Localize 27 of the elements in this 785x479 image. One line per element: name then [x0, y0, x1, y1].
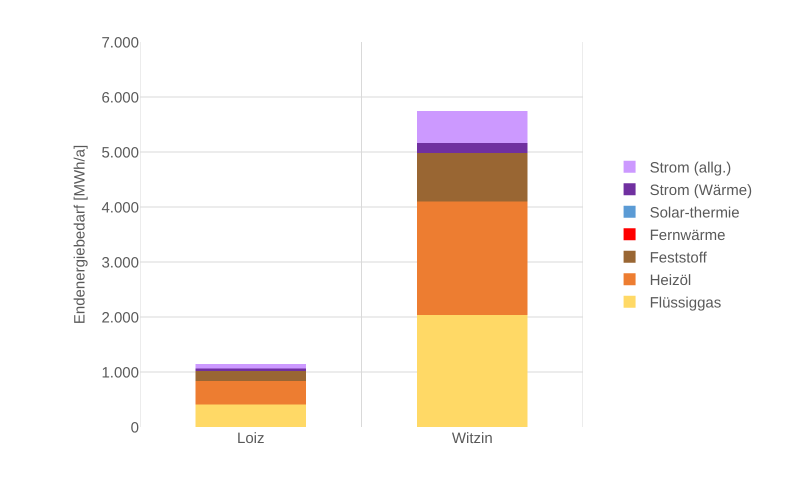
legend-label: Heizöl [650, 272, 692, 290]
bar [195, 364, 306, 369]
y-tick-label: 5.000 [101, 144, 139, 162]
y-tick-label: 2.000 [101, 309, 139, 326]
bar [195, 404, 306, 427]
y-tick-label: 0 [130, 419, 139, 436]
legend-label: Strom (Wärme) [650, 182, 752, 200]
y-tick-label: 6.000 [101, 89, 139, 106]
bar [416, 143, 528, 154]
bar [195, 380, 306, 404]
x-tick-label: Loiz [236, 430, 265, 447]
bar [416, 314, 528, 427]
y-tick-label: 1.000 [101, 364, 139, 382]
bar [416, 202, 528, 315]
bar [195, 370, 306, 381]
legend-label: Flüssiggas [650, 294, 722, 312]
legend-label: Solar-thermie [650, 204, 740, 222]
y-tick-label: 7.000 [101, 34, 139, 52]
legend-label: Feststoff [650, 250, 708, 267]
y-tick-label: 3.000 [101, 254, 139, 272]
bar [416, 153, 528, 202]
legend-label: Strom (allg.) [650, 160, 732, 177]
legend-label: Fernwärme [650, 227, 726, 244]
y-tick-label: 4.000 [101, 199, 139, 216]
y-axis-title: Endenergiebedarf [MWh/a] [72, 144, 89, 324]
x-tick-label: Witzin [452, 430, 493, 447]
bar [416, 110, 528, 144]
